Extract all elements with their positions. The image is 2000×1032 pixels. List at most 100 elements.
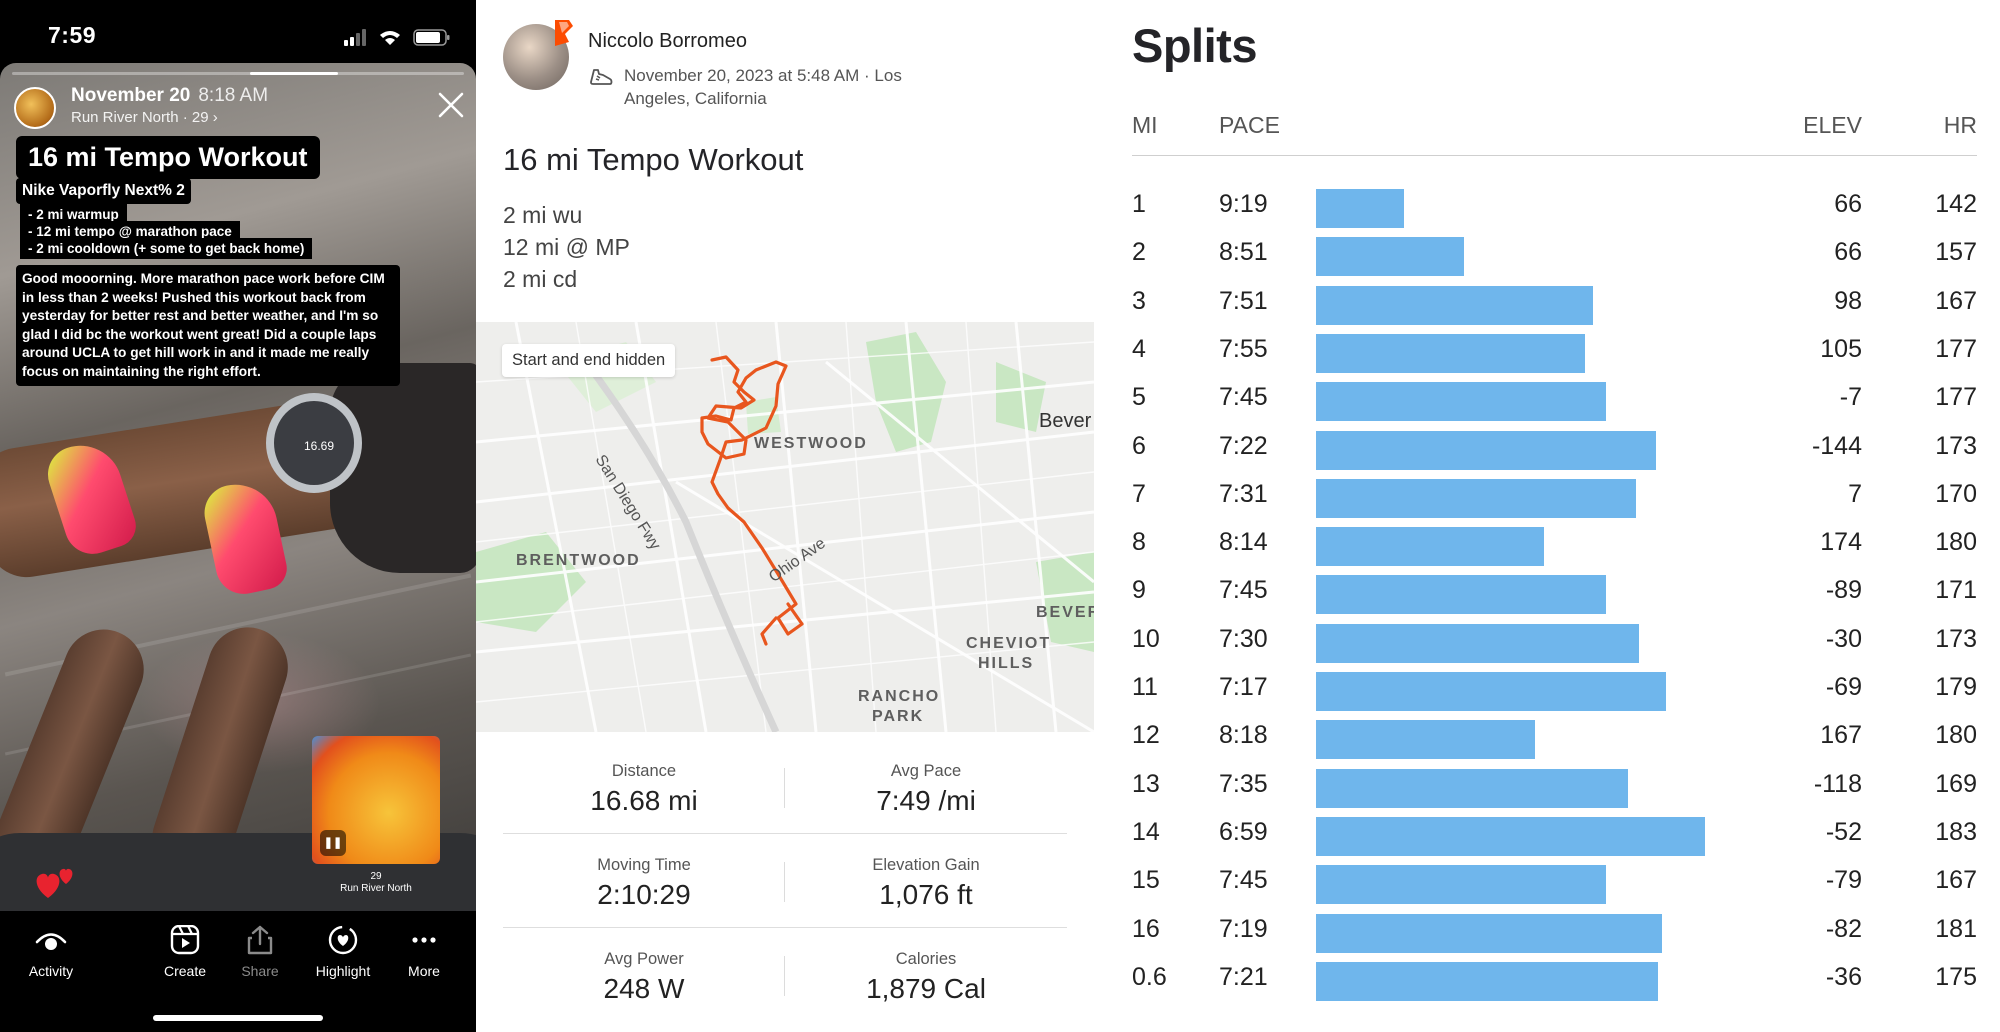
story-caption-plan-2: - 12 mi tempo @ marathon pace [20, 221, 240, 242]
split-mile: 10 [1132, 624, 1160, 653]
split-hr: 157 [1935, 238, 1977, 267]
split-pace: 9:19 [1219, 190, 1268, 218]
split-mile: 8 [1132, 528, 1146, 557]
split-pace: 6:59 [1219, 817, 1268, 846]
more-icon [412, 937, 436, 943]
split-pace: 7:21 [1219, 962, 1268, 991]
nav-create[interactable]: Create [143, 925, 227, 979]
split-elev: -7 [1839, 383, 1862, 412]
share-icon [247, 925, 273, 955]
story-music-link[interactable]: Run River North · 29 › [71, 109, 218, 126]
split-row: 14 6:59 -52 183 [1132, 808, 1977, 856]
highlight-icon [328, 925, 358, 955]
split-hr: 170 [1935, 479, 1977, 508]
athlete-name[interactable]: Niccolo Borromeo [588, 30, 747, 52]
split-mile: 16 [1132, 914, 1160, 943]
split-hr: 181 [1935, 914, 1977, 943]
split-mile: 5 [1132, 383, 1146, 412]
split-hr: 175 [1935, 962, 1977, 991]
eye-icon [35, 933, 67, 950]
story-panel: 7:59 16.69 November 20 [0, 0, 476, 1032]
split-mile: 1 [1132, 190, 1146, 218]
split-elev: -69 [1825, 673, 1862, 701]
split-pace: 7:35 [1219, 769, 1268, 798]
map-label-beverly-2: BEVER [1036, 604, 1094, 621]
split-mile: 4 [1132, 334, 1146, 363]
split-hr: 169 [1935, 769, 1977, 798]
nav-highlight[interactable]: Highlight [301, 925, 385, 979]
map-label-rancho: RANCHO [858, 688, 941, 705]
split-hr: 167 [1935, 286, 1977, 315]
nav-more[interactable]: More [382, 925, 466, 979]
story-avatar[interactable] [14, 87, 56, 129]
story-toolbar: Activity Create Share Highlight [0, 911, 476, 1032]
split-pace-bar [1316, 237, 1464, 277]
split-pace: 7:45 [1219, 383, 1268, 412]
route-map[interactable]: Start and end hidden WESTWOOD BRENTWOOD … [476, 322, 1094, 732]
status-time: 7:59 [48, 22, 97, 48]
split-row: 5 7:45 -7 177 [1132, 373, 1977, 422]
split-pace: 8:18 [1219, 721, 1268, 750]
split-hr: 180 [1935, 528, 1977, 557]
split-pace-bar [1316, 430, 1656, 470]
split-row: 0.6 7:21 -36 175 [1132, 953, 1977, 1001]
split-row: 9 7:45 -89 171 [1132, 566, 1977, 615]
split-pace-bar [1316, 865, 1606, 905]
split-pace: 7:31 [1219, 479, 1268, 508]
split-mile: 9 [1132, 576, 1146, 605]
split-hr: 177 [1935, 334, 1977, 363]
stat-row: Moving Time 2:10:29 Elevation Gain 1,076… [503, 834, 1067, 928]
nav-share[interactable]: Share [218, 925, 302, 979]
split-row: 16 7:19 -82 181 [1132, 905, 1977, 953]
story-photo[interactable]: 16.69 November 20 8:18 AM Run River North… [0, 63, 476, 911]
split-mile: 11 [1132, 673, 1158, 701]
heart-sticker-icon [36, 868, 73, 898]
split-row: 1 9:19 66 142 [1132, 180, 1977, 228]
story-caption-plan-1: - 2 mi warmup [20, 204, 127, 225]
split-row: 2 8:51 66 157 [1132, 228, 1977, 277]
split-pace-bar [1316, 285, 1593, 325]
split-pace-bar [1316, 913, 1662, 953]
split-hr: 179 [1935, 673, 1977, 701]
story-date: November 20 8:18 AM [71, 85, 269, 106]
split-row: 6 7:22 -144 173 [1132, 422, 1977, 470]
split-pace-bar [1316, 478, 1636, 518]
split-mile: 13 [1132, 769, 1160, 798]
split-pace-bar [1316, 189, 1404, 228]
header-mi: MI [1132, 112, 1158, 138]
split-pace-bar [1316, 382, 1606, 422]
home-indicator [153, 1015, 323, 1021]
status-bar: 7:59 [0, 0, 476, 64]
close-icon[interactable] [437, 91, 465, 119]
pause-icon[interactable]: ❚❚ [320, 830, 346, 856]
split-elev: 66 [1834, 238, 1862, 267]
split-hr: 142 [1935, 190, 1977, 218]
map-label-hills: HILLS [978, 655, 1035, 672]
split-elev: -36 [1825, 962, 1862, 991]
activity-stats: Distance 16.68 mi Avg Pace 7:49 /mi Movi… [503, 740, 1067, 1022]
nav-activity[interactable]: Activity [9, 925, 93, 979]
split-row: 12 8:18 167 180 [1132, 711, 1977, 760]
music-sticker[interactable]: ❚❚ [312, 736, 440, 864]
split-elev: -118 [1813, 769, 1862, 798]
privacy-chip[interactable]: Start and end hidden [502, 344, 676, 377]
split-hr: 173 [1935, 624, 1977, 653]
split-pace-bar [1316, 575, 1606, 615]
split-mile: 3 [1132, 286, 1146, 315]
activity-meta: November 20, 2023 at 5:48 AM · Los Angel… [624, 66, 902, 108]
splits-panel: Splits MI PACE ELEV HR 1 9:19 66 142 2 8:51 66… [1094, 0, 2000, 1032]
split-elev: -52 [1825, 817, 1862, 846]
split-elev: 7 [1848, 479, 1862, 508]
story-caption-title: 16 mi Tempo Workout [16, 136, 320, 179]
activity-title: 16 mi Tempo Workout [503, 142, 804, 177]
split-mile: 12 [1132, 721, 1160, 750]
splits-header: MI PACE ELEV HR [1132, 112, 1977, 156]
split-pace-bar [1316, 333, 1585, 373]
stat-elevation-gain: Elevation Gain 1,076 ft [872, 856, 980, 910]
split-row: 4 7:55 105 177 [1132, 325, 1977, 373]
split-elev: -144 [1811, 431, 1862, 460]
story-caption-shoe: Nike Vaporfly Next% 2 [16, 178, 191, 204]
story-time: 8:18 AM [198, 85, 269, 106]
split-pace: 7:30 [1219, 624, 1268, 653]
split-pace-bar [1316, 623, 1639, 663]
